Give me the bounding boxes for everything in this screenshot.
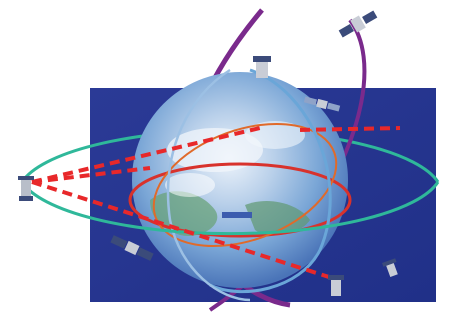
signal-link-2 (31, 126, 261, 184)
orbit-ring-blue (209, 68, 332, 293)
earth-cloud (167, 128, 263, 172)
satellite-icon (110, 235, 154, 261)
satellite-icon (253, 56, 271, 78)
signal-link-3 (31, 166, 151, 184)
satellites (18, 10, 398, 296)
satellite-icon (328, 275, 344, 296)
signal-links (31, 126, 401, 280)
satellite-icon (338, 10, 378, 38)
satellite-icon (18, 176, 34, 201)
earth-cloud-3 (165, 173, 215, 197)
signal-link-1 (31, 180, 333, 280)
orbit-ring-red (128, 162, 352, 238)
earth-land-2 (245, 200, 310, 236)
signal-link-4 (299, 126, 401, 132)
orbit-ring-green-front (20, 181, 440, 236)
orbit-ring-pale (166, 68, 251, 302)
orbit-ring-orange (152, 122, 338, 248)
earth-marker (222, 212, 252, 218)
earth-land (150, 191, 218, 236)
satellite-icon (303, 96, 341, 112)
earth-cloud-2 (245, 121, 305, 149)
satellite-icon (382, 258, 398, 278)
